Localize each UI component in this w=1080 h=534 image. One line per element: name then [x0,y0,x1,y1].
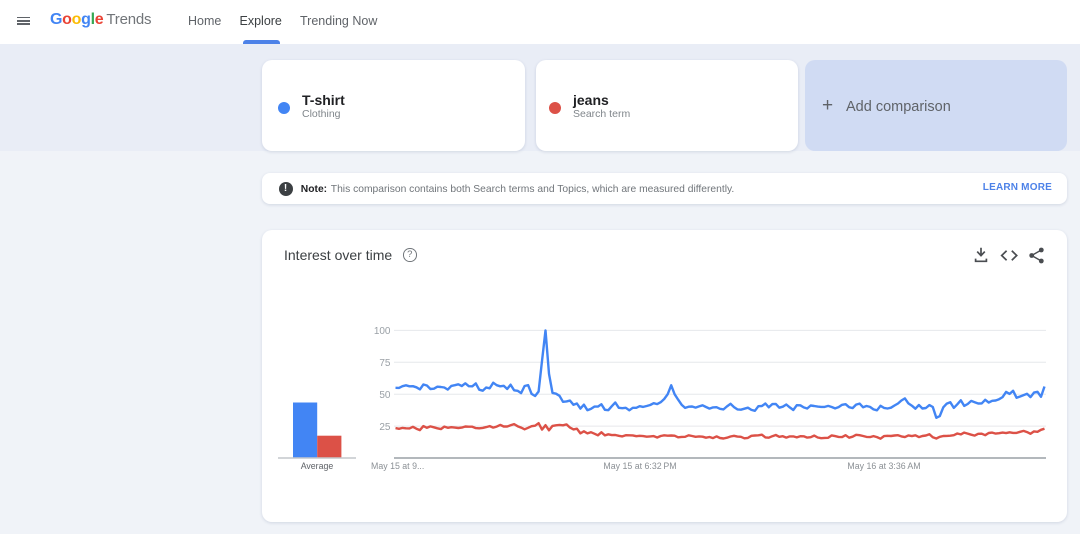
svg-text:Average: Average [301,461,334,471]
svg-text:50: 50 [379,390,391,401]
svg-text:75: 75 [379,358,391,369]
svg-text:May 15 at 6:32 PM: May 15 at 6:32 PM [603,461,676,471]
svg-text:May 15 at 9...: May 15 at 9... [371,461,424,471]
svg-text:May 16 at 3:36 AM: May 16 at 3:36 AM [847,461,920,471]
svg-text:25: 25 [379,422,391,433]
svg-text:100: 100 [374,326,391,337]
